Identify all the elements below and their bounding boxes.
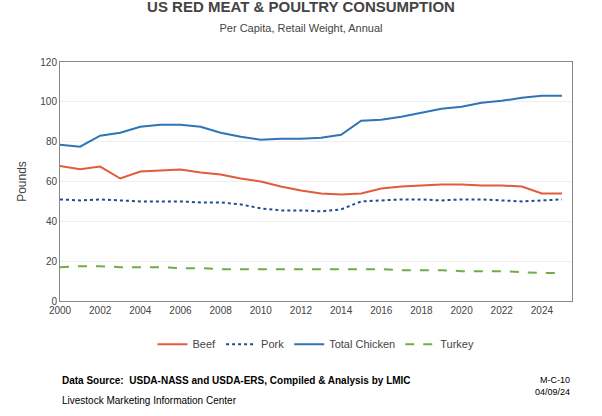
svg-text:2010: 2010 bbox=[250, 305, 273, 316]
svg-text:2012: 2012 bbox=[290, 305, 313, 316]
svg-text:Livestock Marketing Informatio: Livestock Marketing Information Center bbox=[62, 395, 237, 406]
svg-text:2000: 2000 bbox=[49, 305, 72, 316]
svg-text:80: 80 bbox=[46, 136, 58, 147]
svg-text:Pork: Pork bbox=[261, 338, 284, 350]
svg-text:20: 20 bbox=[46, 256, 58, 267]
svg-text:0: 0 bbox=[51, 296, 57, 307]
svg-text:Pounds: Pounds bbox=[15, 161, 29, 202]
svg-text:120: 120 bbox=[40, 57, 57, 68]
svg-text:2018: 2018 bbox=[410, 305, 433, 316]
svg-text:M-C-1004/09/24: M-C-1004/09/24 bbox=[535, 375, 570, 397]
svg-text:2004: 2004 bbox=[129, 305, 152, 316]
svg-text:100: 100 bbox=[40, 96, 57, 107]
svg-text:2024: 2024 bbox=[531, 305, 554, 316]
svg-text:2002: 2002 bbox=[89, 305, 112, 316]
svg-text:Beef: Beef bbox=[193, 338, 217, 350]
svg-text:2008: 2008 bbox=[210, 305, 233, 316]
svg-text:2016: 2016 bbox=[370, 305, 393, 316]
svg-text:60: 60 bbox=[46, 176, 58, 187]
svg-text:2022: 2022 bbox=[491, 305, 514, 316]
svg-text:2020: 2020 bbox=[450, 305, 473, 316]
svg-text:US RED MEAT & POULTRY CONSUMPT: US RED MEAT & POULTRY CONSUMPTIONPer Cap… bbox=[147, 0, 455, 34]
svg-text:2006: 2006 bbox=[169, 305, 192, 316]
svg-text:Total Chicken: Total Chicken bbox=[329, 338, 395, 350]
svg-text:2014: 2014 bbox=[330, 305, 353, 316]
svg-text:Data Source: USDA-NASS and US: Data Source: USDA-NASS and USDA-ERS, Com… bbox=[62, 375, 411, 386]
svg-text:Turkey: Turkey bbox=[440, 338, 474, 350]
svg-text:40: 40 bbox=[46, 216, 58, 227]
